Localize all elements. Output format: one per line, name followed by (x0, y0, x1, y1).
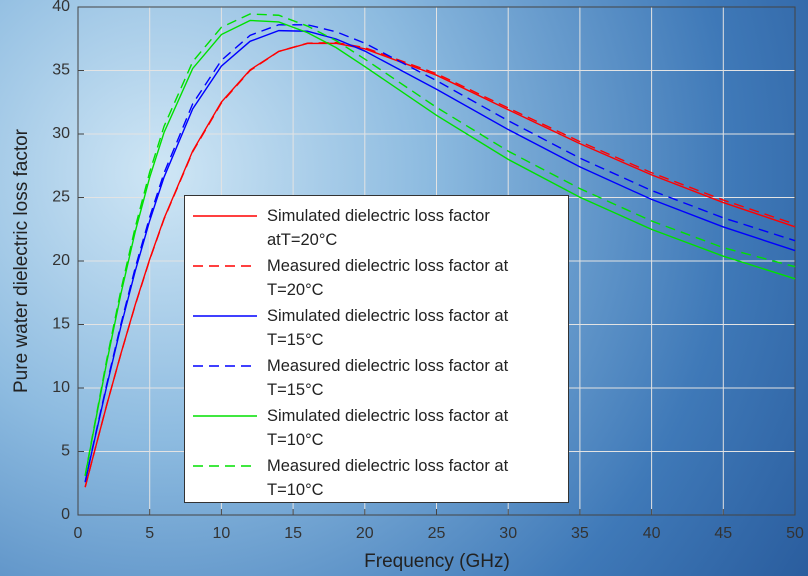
legend-swatch (193, 365, 257, 367)
legend-entry: Measured dielectric loss factor at T=20°… (191, 254, 562, 304)
legend-label: Simulated dielectric loss factor at T=15… (267, 307, 509, 349)
x-tick-label: 0 (74, 525, 83, 542)
y-tick-label: 10 (52, 379, 70, 396)
y-tick-label: 5 (61, 443, 70, 460)
y-tick-label: 30 (52, 125, 70, 142)
legend-swatch (193, 265, 257, 267)
series-line (84, 24, 796, 482)
legend-label: Measured dielectric loss factor at T=15°… (267, 357, 509, 399)
series-line (84, 41, 796, 488)
legend-label: Measured dielectric loss factor at T=20°… (267, 257, 509, 299)
y-tick-label: 35 (52, 62, 70, 79)
x-tick-label: 20 (356, 525, 374, 542)
series-line (84, 19, 796, 477)
legend-label: Measured dielectric loss factor at T=10°… (267, 457, 509, 499)
y-tick-label: 25 (52, 189, 70, 206)
y-tick-label: 15 (52, 316, 70, 333)
x-tick-label: 25 (428, 525, 446, 542)
legend-swatch (193, 315, 257, 317)
legend-swatch (193, 465, 257, 467)
plot-area (77, 6, 796, 516)
y-axis-label: Pure water dielectric loss factor (11, 128, 32, 393)
y-tick-label: 0 (61, 506, 70, 523)
x-tick-label: 10 (213, 525, 231, 542)
legend-entry: Simulated dielectric loss factor at T=15… (191, 304, 562, 354)
legend-label: Simulated dielectric loss factor at T=10… (267, 407, 509, 449)
legend: Simulated dielectric loss factor atT=20°… (184, 195, 569, 503)
x-tick-label: 30 (499, 525, 517, 542)
x-tick-label: 40 (643, 525, 661, 542)
x-tick-label: 50 (786, 525, 804, 542)
x-tick-label: 15 (284, 525, 302, 542)
x-axis-label: Frequency (GHz) (364, 551, 510, 572)
legend-label: Simulated dielectric loss factor atT=20°… (267, 207, 490, 249)
x-tick-label: 45 (714, 525, 732, 542)
legend-entry: Simulated dielectric loss factor at T=10… (191, 404, 562, 454)
legend-swatch (193, 215, 257, 217)
legend-entry: Measured dielectric loss factor at T=10°… (191, 454, 562, 504)
legend-swatch (193, 415, 257, 417)
legend-entry: Measured dielectric loss factor at T=15°… (191, 354, 562, 404)
x-tick-label: 35 (571, 525, 589, 542)
y-tick-label: 40 (52, 0, 70, 15)
x-tick-label: 5 (145, 525, 154, 542)
series-line (84, 13, 796, 476)
y-tick-label: 20 (52, 252, 70, 269)
legend-entry: Simulated dielectric loss factor atT=20°… (191, 204, 562, 254)
